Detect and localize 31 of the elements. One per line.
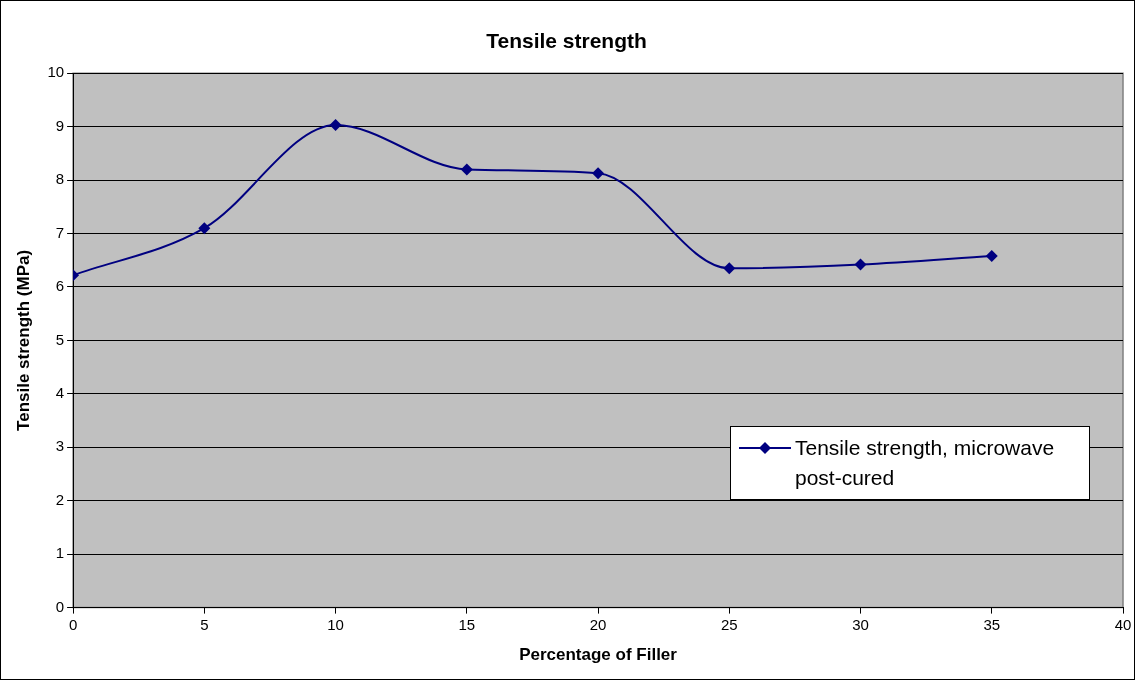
x-tick-label: 15 [458,615,476,633]
point [329,119,342,132]
y-tick-label: 2 [55,490,65,508]
y-tick-label: 5 [55,330,65,348]
y-tick-label: 10 [47,63,65,81]
point [198,222,211,235]
y-tick-label: 4 [55,383,65,401]
y-tick-label: 3 [55,437,65,455]
y-tick-label: 7 [55,223,65,241]
x-axis-title: Percentage of Filler [519,645,678,665]
point [592,167,605,180]
y-tick-label: 8 [55,170,65,188]
chart-title: Tensile strength [486,29,647,53]
y-tick-label: 6 [55,277,65,295]
point [460,163,473,176]
x-tick-label: 10 [327,615,344,633]
x-tick-label: 40 [1114,615,1132,633]
y-axis-title: Tensile strength (MPa) [13,249,33,431]
x-tick-label: 25 [720,615,738,633]
legend-label: Tensile strength, microwave post-cured [795,434,1056,491]
point [723,262,736,275]
x-tick-label: 5 [200,615,209,633]
x-tick-label: 0 [68,615,78,633]
y-tick-label: 1 [55,544,65,562]
point [985,249,998,262]
point [854,258,867,271]
x-tick-label: 35 [983,615,1001,633]
x-tick-label: 20 [589,615,607,633]
y-tick-label: 9 [55,116,65,134]
y-tick-label: 0 [55,597,65,615]
x-tick-label: 30 [852,615,869,633]
